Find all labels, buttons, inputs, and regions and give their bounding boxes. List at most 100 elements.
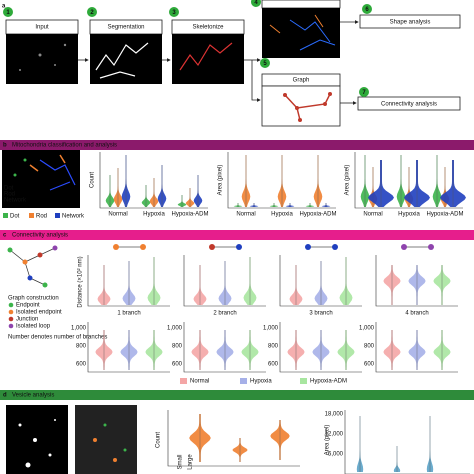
label: d [3,393,7,399]
legend-label: Normal [190,379,209,385]
x-tick-label: Normal [108,212,127,218]
step-circle [169,7,179,17]
branch-node [140,244,146,250]
legend-dot [8,309,14,315]
image-label: Dot [4,186,14,192]
graph-edge [9,249,26,263]
x-tick-label: Large [188,454,194,470]
graph-edge [24,261,31,279]
step-number: 5 [263,61,267,67]
branch-node [236,244,242,250]
branch-node [113,244,119,250]
y-tick-label: 1,000 [167,326,183,332]
legend-dot [8,323,14,329]
y-tick-label: 800 [172,344,183,350]
legend-swatch [3,213,8,218]
graph-edge [29,277,46,286]
y-tick-label: 800 [364,344,375,350]
axes [375,322,458,373]
y-tick-label: 1,000 [263,326,279,332]
graph-node [22,259,28,265]
y-tick-label: 12,000 [325,432,344,438]
y-tick-label: 18,000 [325,412,344,418]
y-axis-label: Distance (×10² nm) [78,256,84,307]
branch-node [209,244,215,250]
legend-label: Network [62,214,85,220]
legend-label: Isolated endpoint [16,310,62,316]
label: c [3,233,7,239]
graph-node [42,282,48,288]
step-circle [362,4,372,14]
step-number: 2 [90,10,94,16]
step-label: Graph [293,78,310,84]
step-label: Input [35,25,49,31]
image-label: Network [4,198,27,204]
step-number: 6 [365,7,369,13]
y-axis-label: Area (pixel) [218,165,224,196]
legend-label: Endpoint [16,303,40,309]
x-tick-label: Hypoxia [398,212,420,218]
legend-label: Dot [10,214,20,220]
column-label: 1 branch [117,311,140,317]
graph-node [37,252,43,258]
step-circle [3,7,13,17]
section-title: Mitochondria classification and analysis [12,143,117,149]
step-number: 7 [362,90,366,96]
graph-edge [39,247,56,256]
y-axis-label: Count [90,172,96,188]
step-number: 4 [254,0,258,6]
legend-swatch [55,213,60,218]
step-label: Skeletonize [192,25,224,31]
step-circle [260,58,270,68]
axes [375,255,458,307]
legend-label: Hypoxia [250,379,272,385]
graph-node [27,275,33,281]
x-tick-label: Hypoxia [271,212,293,218]
panel-b-layout [0,140,474,474]
y-tick-label: 600 [76,362,87,368]
y-tick-label: 800 [268,344,279,350]
column-label: 4 branch [405,311,428,317]
axes [87,255,170,307]
legend-swatch [29,213,34,218]
legend-label: Hypoxia-ADM [310,379,347,385]
y-tick-label: 600 [364,362,375,368]
y-tick-label: 600 [268,362,279,368]
axes [279,322,362,373]
step-circle [359,87,369,97]
axes [227,152,336,209]
y-axis-label: Area (pixel) [325,425,331,456]
x-tick-label: Hypoxia [143,212,165,218]
graph-edge [24,254,41,263]
x-tick-label: Hypoxia-ADM [171,212,208,218]
axes [87,322,170,373]
legend-swatch [300,378,307,384]
diagram-note: Number denotes number of branches [8,335,107,341]
graph-node [7,247,13,253]
x-tick-label: Hypoxia-ADM [299,212,336,218]
legend-swatch [180,378,187,384]
axes [344,410,470,474]
step-circle [87,7,97,17]
axes [354,152,463,209]
axes [183,322,266,373]
image-label: Rod [4,192,15,198]
axes [279,255,362,307]
step-label: Shape analysis [390,20,431,26]
y-tick-label: 800 [76,344,87,350]
y-axis-label: Count [156,432,162,448]
step-number: 3 [172,10,176,16]
step-label: Segmentation [107,25,144,31]
branch-node [401,244,407,250]
y-axis-label: Area (pixel) [345,165,351,196]
graph-node [52,245,58,251]
axes [167,410,300,467]
column-label: 2 branch [213,311,236,317]
step-label: Connectivity analysis [381,102,437,108]
label: b [3,143,7,149]
legend-label: Isolated loop [16,324,51,330]
legend-dot [8,316,14,322]
branch-node [305,244,311,250]
